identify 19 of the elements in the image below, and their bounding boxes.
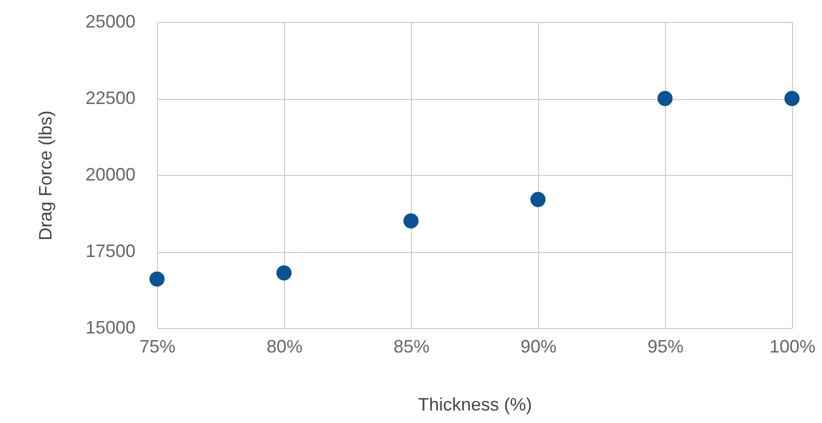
x-axis-title: Thickness (%) [418,394,532,414]
point [530,192,546,208]
point [657,90,673,106]
point [276,265,292,280]
x-tick-label: 90% [520,336,557,356]
y-tick-label: 22500 [85,88,136,108]
point [149,271,165,287]
y-axis-title: Drag Force (lbs) [35,110,56,241]
y-tick-label: 15000 [85,318,136,338]
y-tick-label: 20000 [85,164,136,184]
point [784,90,800,106]
x-tick-label: 80% [266,336,303,356]
x-tick-label: 95% [647,336,684,356]
y-tick-label: 17500 [85,241,136,261]
y-tick-label: 25000 [85,12,136,32]
x-tick-label: 75% [139,336,176,356]
x-tick-label: 85% [393,336,430,356]
point [403,213,419,228]
x-tick-label: 100% [769,336,816,356]
